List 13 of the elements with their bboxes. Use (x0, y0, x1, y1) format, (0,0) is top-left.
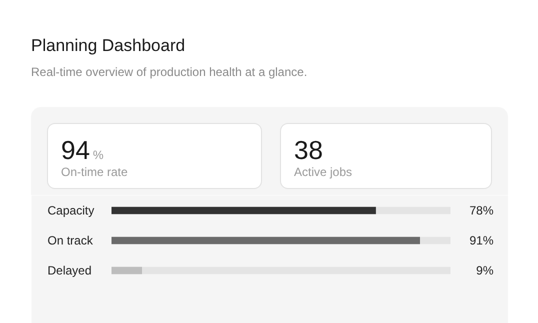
text: 38 (294, 134, 323, 167)
text: Active jobs (294, 164, 352, 181)
data-label: 78% (469, 204, 494, 218)
y-tick-label: Delayed (48, 264, 92, 278)
data-label: 91% (469, 234, 494, 248)
text: On-time rate (61, 164, 128, 181)
text: Real-time overview of production health at a glance. (31, 64, 308, 81)
y-tick-label: On track (48, 234, 94, 248)
text: 94 (61, 135, 90, 165)
text: % (92, 148, 104, 162)
text: Planning Dashboard (31, 35, 186, 57)
data-label: 9% (476, 264, 494, 278)
y-tick-label: Capacity (48, 204, 94, 218)
